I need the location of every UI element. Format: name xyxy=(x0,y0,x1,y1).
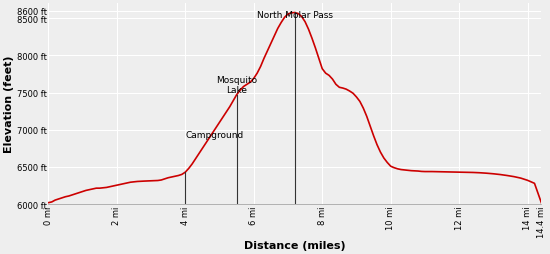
Y-axis label: Elevation (feet): Elevation (feet) xyxy=(4,56,14,153)
Text: Campground: Campground xyxy=(185,130,244,139)
Text: North Molar Pass: North Molar Pass xyxy=(257,11,333,20)
X-axis label: Distance (miles): Distance (miles) xyxy=(244,240,345,250)
Text: Mosquito
Lake: Mosquito Lake xyxy=(216,75,257,95)
